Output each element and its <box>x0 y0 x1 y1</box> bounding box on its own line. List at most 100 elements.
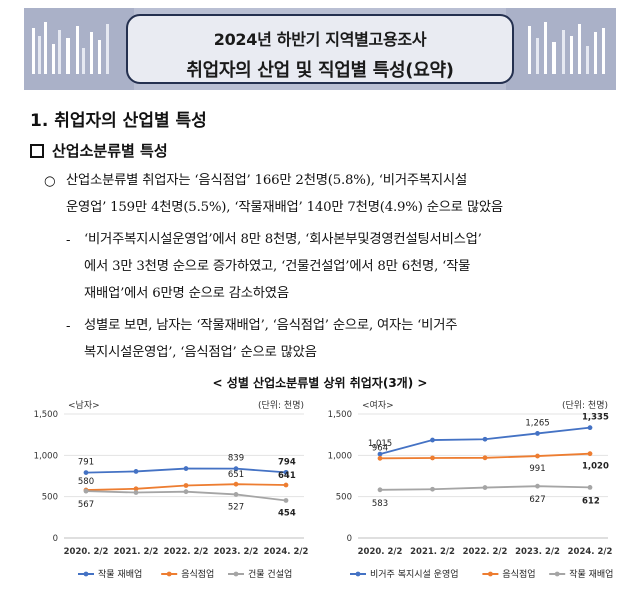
data-point <box>430 486 435 492</box>
y-tick-label: 1,000 <box>34 451 58 461</box>
x-tick-label: 2022. 2/2 <box>164 547 209 557</box>
data-point <box>283 469 289 475</box>
data-point <box>587 425 593 431</box>
paragraph-line: 성별로 보면, 남자는 ‘작물재배업’, ‘음식점업’ 순으로, 여자는 ‘비거… <box>84 318 458 333</box>
data-label: 580 <box>78 477 94 487</box>
legend-marker <box>166 571 172 577</box>
paragraph-change: ‘비거주복지시설운영업’에서 8만 8천명, ‘회사본부및경영컨설팅서비스업’ … <box>84 226 624 307</box>
paragraph-line: 산업소분류별 취업자는 ‘음식점업’ 166만 2천명(5.8%), ‘비거주복… <box>66 173 468 188</box>
data-point <box>377 487 383 493</box>
x-tick-label: 2020. 2/2 <box>64 547 109 557</box>
chart-female: <여자> (단위: 천명) 0 500 1,000 1,500 2020. 2/2 2021.… <box>328 399 614 580</box>
x-tick-label: 2020. 2/2 <box>358 547 403 557</box>
data-label: 1,265 <box>525 418 549 428</box>
checkbox-square-icon <box>30 143 44 158</box>
data-point <box>430 455 435 461</box>
data-point <box>183 483 189 488</box>
legend-label: 음식점업 <box>181 568 214 580</box>
data-point <box>430 437 435 443</box>
data-point <box>183 466 189 471</box>
data-label: 627 <box>529 495 545 505</box>
x-tick-label: 2021. 2/2 <box>114 547 159 557</box>
paragraph-line: 에서 3만 3천명 순으로 증가하였고, ‘건물건설업’에서 8만 6천명, ‘… <box>84 259 471 274</box>
section-heading: 1. 취업자의 산업별 특성 <box>30 111 207 131</box>
paragraph-line: ‘비거주복지시설운영업’에서 8만 8천명, ‘회사본부및경영컨설팅서비스업’ <box>84 232 482 247</box>
data-label: 651 <box>228 470 244 480</box>
data-point <box>83 488 89 494</box>
data-point <box>133 490 139 495</box>
x-tick-label: 2024. 2/2 <box>568 547 613 557</box>
data-label: 1,015 <box>368 439 392 449</box>
data-label: 791 <box>78 458 94 468</box>
data-point <box>482 455 488 461</box>
chart-title: <여자> <box>362 399 394 411</box>
y-tick-label: 1,000 <box>328 451 352 461</box>
legend-label: 작물 재배업 <box>98 569 142 580</box>
data-point <box>283 482 289 488</box>
data-label: 1,335 <box>582 413 609 423</box>
title-banner: 2024년 하반기 지역별고용조사 취업자의 산업 및 직업별 특성(요약) <box>24 8 616 90</box>
x-tick-label: 2022. 2/2 <box>463 547 508 557</box>
data-label: 1,020 <box>582 462 609 472</box>
x-tick-label: 2021. 2/2 <box>410 547 455 557</box>
data-point <box>587 485 593 490</box>
data-label: 527 <box>228 502 244 512</box>
data-label: 839 <box>228 454 244 464</box>
x-tick-label: 2024. 2/2 <box>264 547 309 557</box>
legend-marker <box>83 571 89 577</box>
x-tick-label: 2023. 2/2 <box>214 547 259 557</box>
data-point <box>535 453 540 459</box>
legend-marker <box>488 571 493 577</box>
chart-unit-label: (단위: 천명) <box>258 400 304 411</box>
banner-title-box: 2024년 하반기 지역별고용조사 취업자의 산업 및 직업별 특성(요약) <box>126 14 514 84</box>
data-point <box>133 486 139 492</box>
data-point <box>535 431 540 436</box>
data-point <box>283 498 289 503</box>
y-tick-label: 500 <box>42 493 58 503</box>
legend-label: 음식점업 <box>502 568 535 580</box>
data-point <box>233 492 239 497</box>
data-label: 612 <box>582 496 600 506</box>
subsection-heading-text: 산업소분류별 특성 <box>52 142 168 160</box>
y-tick-label: 1,500 <box>328 410 352 420</box>
data-point <box>535 483 540 489</box>
y-tick-label: 0 <box>53 534 58 544</box>
data-point <box>377 451 383 457</box>
banner-title-line1: 2024년 하반기 지역별고용조사 <box>213 30 427 49</box>
paragraph-line: 복지시설운영업’, ‘음식점업’ 순으로 많았음 <box>84 345 317 360</box>
dash-bullet: - <box>66 319 71 334</box>
paragraph-summary: 산업소분류별 취업자는 ‘음식점업’ 166만 2천명(5.8%), ‘비거주복… <box>66 167 626 221</box>
dash-bullet: - <box>66 233 71 248</box>
x-tick-label: 2023. 2/2 <box>515 547 560 557</box>
subsection-heading: 산업소분류별 특성 <box>30 140 168 161</box>
data-label: 567 <box>78 500 94 510</box>
data-point <box>482 436 488 442</box>
data-point <box>233 466 239 472</box>
y-tick-label: 1,500 <box>34 410 58 420</box>
legend-label: 건물 건설업 <box>248 569 292 580</box>
chart-title: <남자> <box>68 400 100 411</box>
legend-label: 비거주 복지시설 운영업 <box>370 569 459 580</box>
paragraph-line: 재배업’에서 6만명 순으로 감소하였음 <box>84 286 289 301</box>
legend-label: 작물 재배업 <box>569 569 613 580</box>
legend-marker <box>355 571 361 577</box>
paragraph-line: 운영업’ 159만 4천명(5.5%), ‘작물재배업’ 140만 7천명(4.… <box>66 200 503 215</box>
data-point <box>133 469 139 474</box>
figure-caption: < 성별 산업소분류별 상위 취업자(3개) > <box>212 376 428 390</box>
data-label: 794 <box>278 457 296 467</box>
data-label: 454 <box>278 508 296 518</box>
circle-bullet: ○ <box>44 174 56 189</box>
paragraph-gender: 성별로 보면, 남자는 ‘작물재배업’, ‘음식점업’ 순으로, 여자는 ‘비거… <box>84 312 624 366</box>
data-point <box>233 481 239 487</box>
data-label: 991 <box>529 464 545 474</box>
data-point <box>377 455 383 461</box>
legend-marker <box>554 571 560 577</box>
legend-marker <box>233 571 239 577</box>
banner-decoration-right <box>506 8 616 90</box>
y-tick-label: 500 <box>336 493 352 503</box>
data-point <box>482 485 488 490</box>
data-label: 583 <box>372 499 388 509</box>
data-point <box>83 470 89 476</box>
banner-decoration-left <box>24 8 134 90</box>
data-point <box>587 451 593 457</box>
